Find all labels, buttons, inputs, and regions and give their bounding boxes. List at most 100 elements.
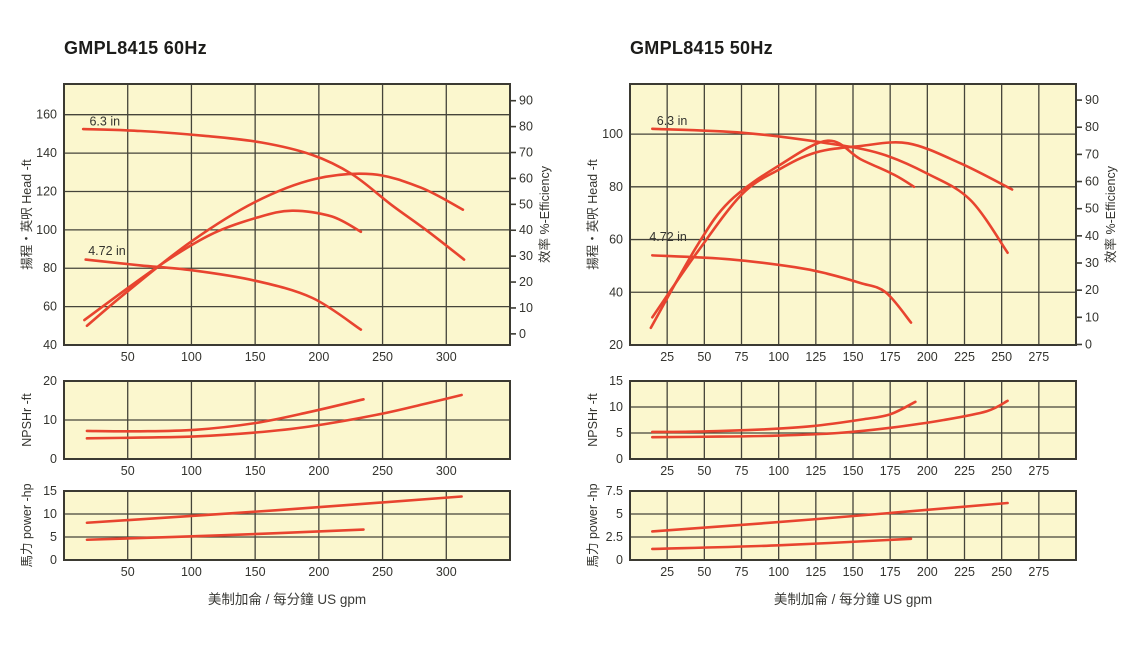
curve-annotation-head-4.72in: 4.72 in — [649, 230, 687, 244]
y-tick-label: 2.5 — [606, 530, 623, 544]
efficiency-tick-label: 40 — [519, 223, 533, 237]
head-plot-border — [63, 83, 511, 346]
chart-canvas-60hz: 50 100 150 200 250 30040608010012014016001020… — [19, 83, 552, 579]
power-plot-area — [64, 491, 510, 560]
x-tick-label: 25 — [660, 350, 674, 364]
chart-title-50hz: GMPL8415 50Hz — [630, 38, 773, 58]
curve-power-4.72in — [85, 528, 365, 542]
curve-power-6.3in — [85, 495, 463, 525]
npsh-plot-border — [63, 380, 511, 460]
head-axis-label: 揚程・英呎 Head -ft — [19, 159, 34, 270]
curve-efficiency-6.3in — [85, 172, 465, 328]
y-tick-label: 0 — [616, 553, 623, 567]
curve-efficiency-4.72in — [649, 139, 916, 330]
x-tick-label: 100 — [768, 565, 789, 579]
x-tick-label: 200 — [308, 350, 329, 364]
y-tick-label: 80 — [43, 261, 57, 275]
y-tick-label: 10 — [43, 507, 57, 521]
power-plot: 25 50 75 100 125 150 175 200 225 250 275 0 2.5 5 7.5 馬力… — [586, 483, 1077, 579]
x-tick-label: 225 — [954, 350, 975, 364]
efficiency-tick-label: 70 — [519, 146, 533, 160]
curve-power-4.72in — [651, 537, 913, 551]
head-plot: 25 50 75 100 125 150 175 200 225 250 2752040608010… — [585, 83, 1118, 364]
head-axis-label: 揚程・英呎 Head -ft — [585, 159, 600, 270]
curve-annotation-head-6.3in: 6.3 in — [657, 114, 688, 128]
x-tick-label: 100 — [768, 464, 789, 478]
efficiency-tick-label: 90 — [519, 94, 533, 108]
efficiency-tick-label: 50 — [519, 197, 533, 211]
y-tick-label: 100 — [36, 223, 57, 237]
efficiency-tick-label: 40 — [1085, 229, 1099, 243]
x-tick-label: 150 — [245, 464, 266, 478]
x-tick-label: 275 — [1028, 464, 1049, 478]
power-plot-border — [629, 490, 1077, 561]
y-tick-label: 0 — [50, 553, 57, 567]
curve-annotation-head-6.3in: 6.3 in — [89, 114, 120, 128]
npsh-plot: 50 100 150 200 250 300 0 10 20 NPSHr -ft — [20, 374, 511, 478]
curve-power-6.3in — [651, 501, 1009, 533]
y-tick-label: 20 — [609, 338, 623, 352]
y-tick-label: 140 — [36, 146, 57, 160]
x-tick-label: 25 — [660, 565, 674, 579]
efficiency-tick-label: 20 — [1085, 283, 1099, 297]
curve-npsh-6.3in — [651, 399, 1009, 439]
npsh-plot-border — [629, 380, 1077, 460]
power-axis-label: 馬力 power -hp — [20, 483, 34, 567]
y-tick-label: 5 — [50, 530, 57, 544]
x-tick-label: 150 — [245, 565, 266, 579]
y-tick-label: 7.5 — [606, 484, 623, 498]
y-tick-label: 0 — [50, 452, 57, 466]
x-tick-label: 175 — [880, 350, 901, 364]
efficiency-axis-label: 效率 %-Efficiency — [1103, 165, 1118, 263]
x-tick-label: 200 — [917, 350, 938, 364]
npsh-plot: 25 50 75 100 125 150 175 200 225 250 275 0 5 10 15 NPSH… — [586, 374, 1077, 478]
pump-curve-chart-50hz: 25 50 75 100 125 150 175 200 225 250 275 20 40 60 80 10… — [566, 0, 1132, 662]
efficiency-tick-label: 0 — [519, 327, 526, 341]
x-tick-label: 250 — [991, 350, 1012, 364]
x-tick-label: 250 — [991, 565, 1012, 579]
y-tick-label: 40 — [609, 285, 623, 299]
x-tick-label: 50 — [697, 565, 711, 579]
efficiency-tick-label: 90 — [1085, 93, 1099, 107]
x-tick-label: 100 — [181, 350, 202, 364]
x-tick-label: 150 — [843, 565, 864, 579]
x-tick-label: 50 — [121, 464, 135, 478]
curve-npsh-4.72in — [85, 398, 365, 433]
curve-npsh-4.72in — [651, 400, 917, 434]
x-tick-label: 100 — [181, 565, 202, 579]
curve-npsh-6.3in — [85, 393, 463, 440]
chart-canvas-50hz: 25 50 75 100 125 150 175 200 225 250 2752040608010… — [585, 83, 1118, 579]
curve-head-6.3in — [81, 127, 466, 261]
curve-annotation-head-4.72in: 4.72 in — [88, 244, 126, 258]
y-tick-label: 0 — [616, 452, 623, 466]
efficiency-tick-label: 80 — [519, 120, 533, 134]
head-plot-border — [629, 83, 1077, 346]
x-tick-label: 200 — [917, 565, 938, 579]
x-tick-label: 125 — [805, 565, 826, 579]
curve-efficiency-6.3in — [651, 141, 1014, 319]
y-tick-label: 15 — [43, 484, 57, 498]
y-tick-label: 120 — [36, 184, 57, 198]
x-tick-label: 275 — [1028, 350, 1049, 364]
y-tick-label: 100 — [602, 127, 623, 141]
x-tick-label: 50 — [697, 464, 711, 478]
npsh-axis-label: NPSHr -ft — [586, 393, 600, 447]
x-tick-label: 300 — [436, 350, 457, 364]
efficiency-tick-label: 0 — [1085, 337, 1092, 351]
x-tick-label: 50 — [121, 565, 135, 579]
x-tick-label: 150 — [843, 350, 864, 364]
curve-efficiency-4.72in — [83, 209, 363, 322]
curve-head-4.72in — [651, 254, 913, 324]
x-tick-label: 150 — [245, 350, 266, 364]
chart-title-60hz: GMPL8415 60Hz — [64, 38, 207, 58]
x-tick-label: 50 — [121, 350, 135, 364]
x-tick-label: 225 — [954, 464, 975, 478]
y-tick-label: 10 — [609, 400, 623, 414]
x-tick-label: 175 — [880, 464, 901, 478]
pump-curve-chart-60hz: 50 100 150 200 250 300 40 60 80 100 120 140 160 0 10 20… — [19, 38, 552, 607]
y-tick-label: 5 — [616, 426, 623, 440]
x-tick-label: 50 — [697, 350, 711, 364]
x-tick-label: 200 — [308, 565, 329, 579]
efficiency-tick-label: 10 — [519, 301, 533, 315]
